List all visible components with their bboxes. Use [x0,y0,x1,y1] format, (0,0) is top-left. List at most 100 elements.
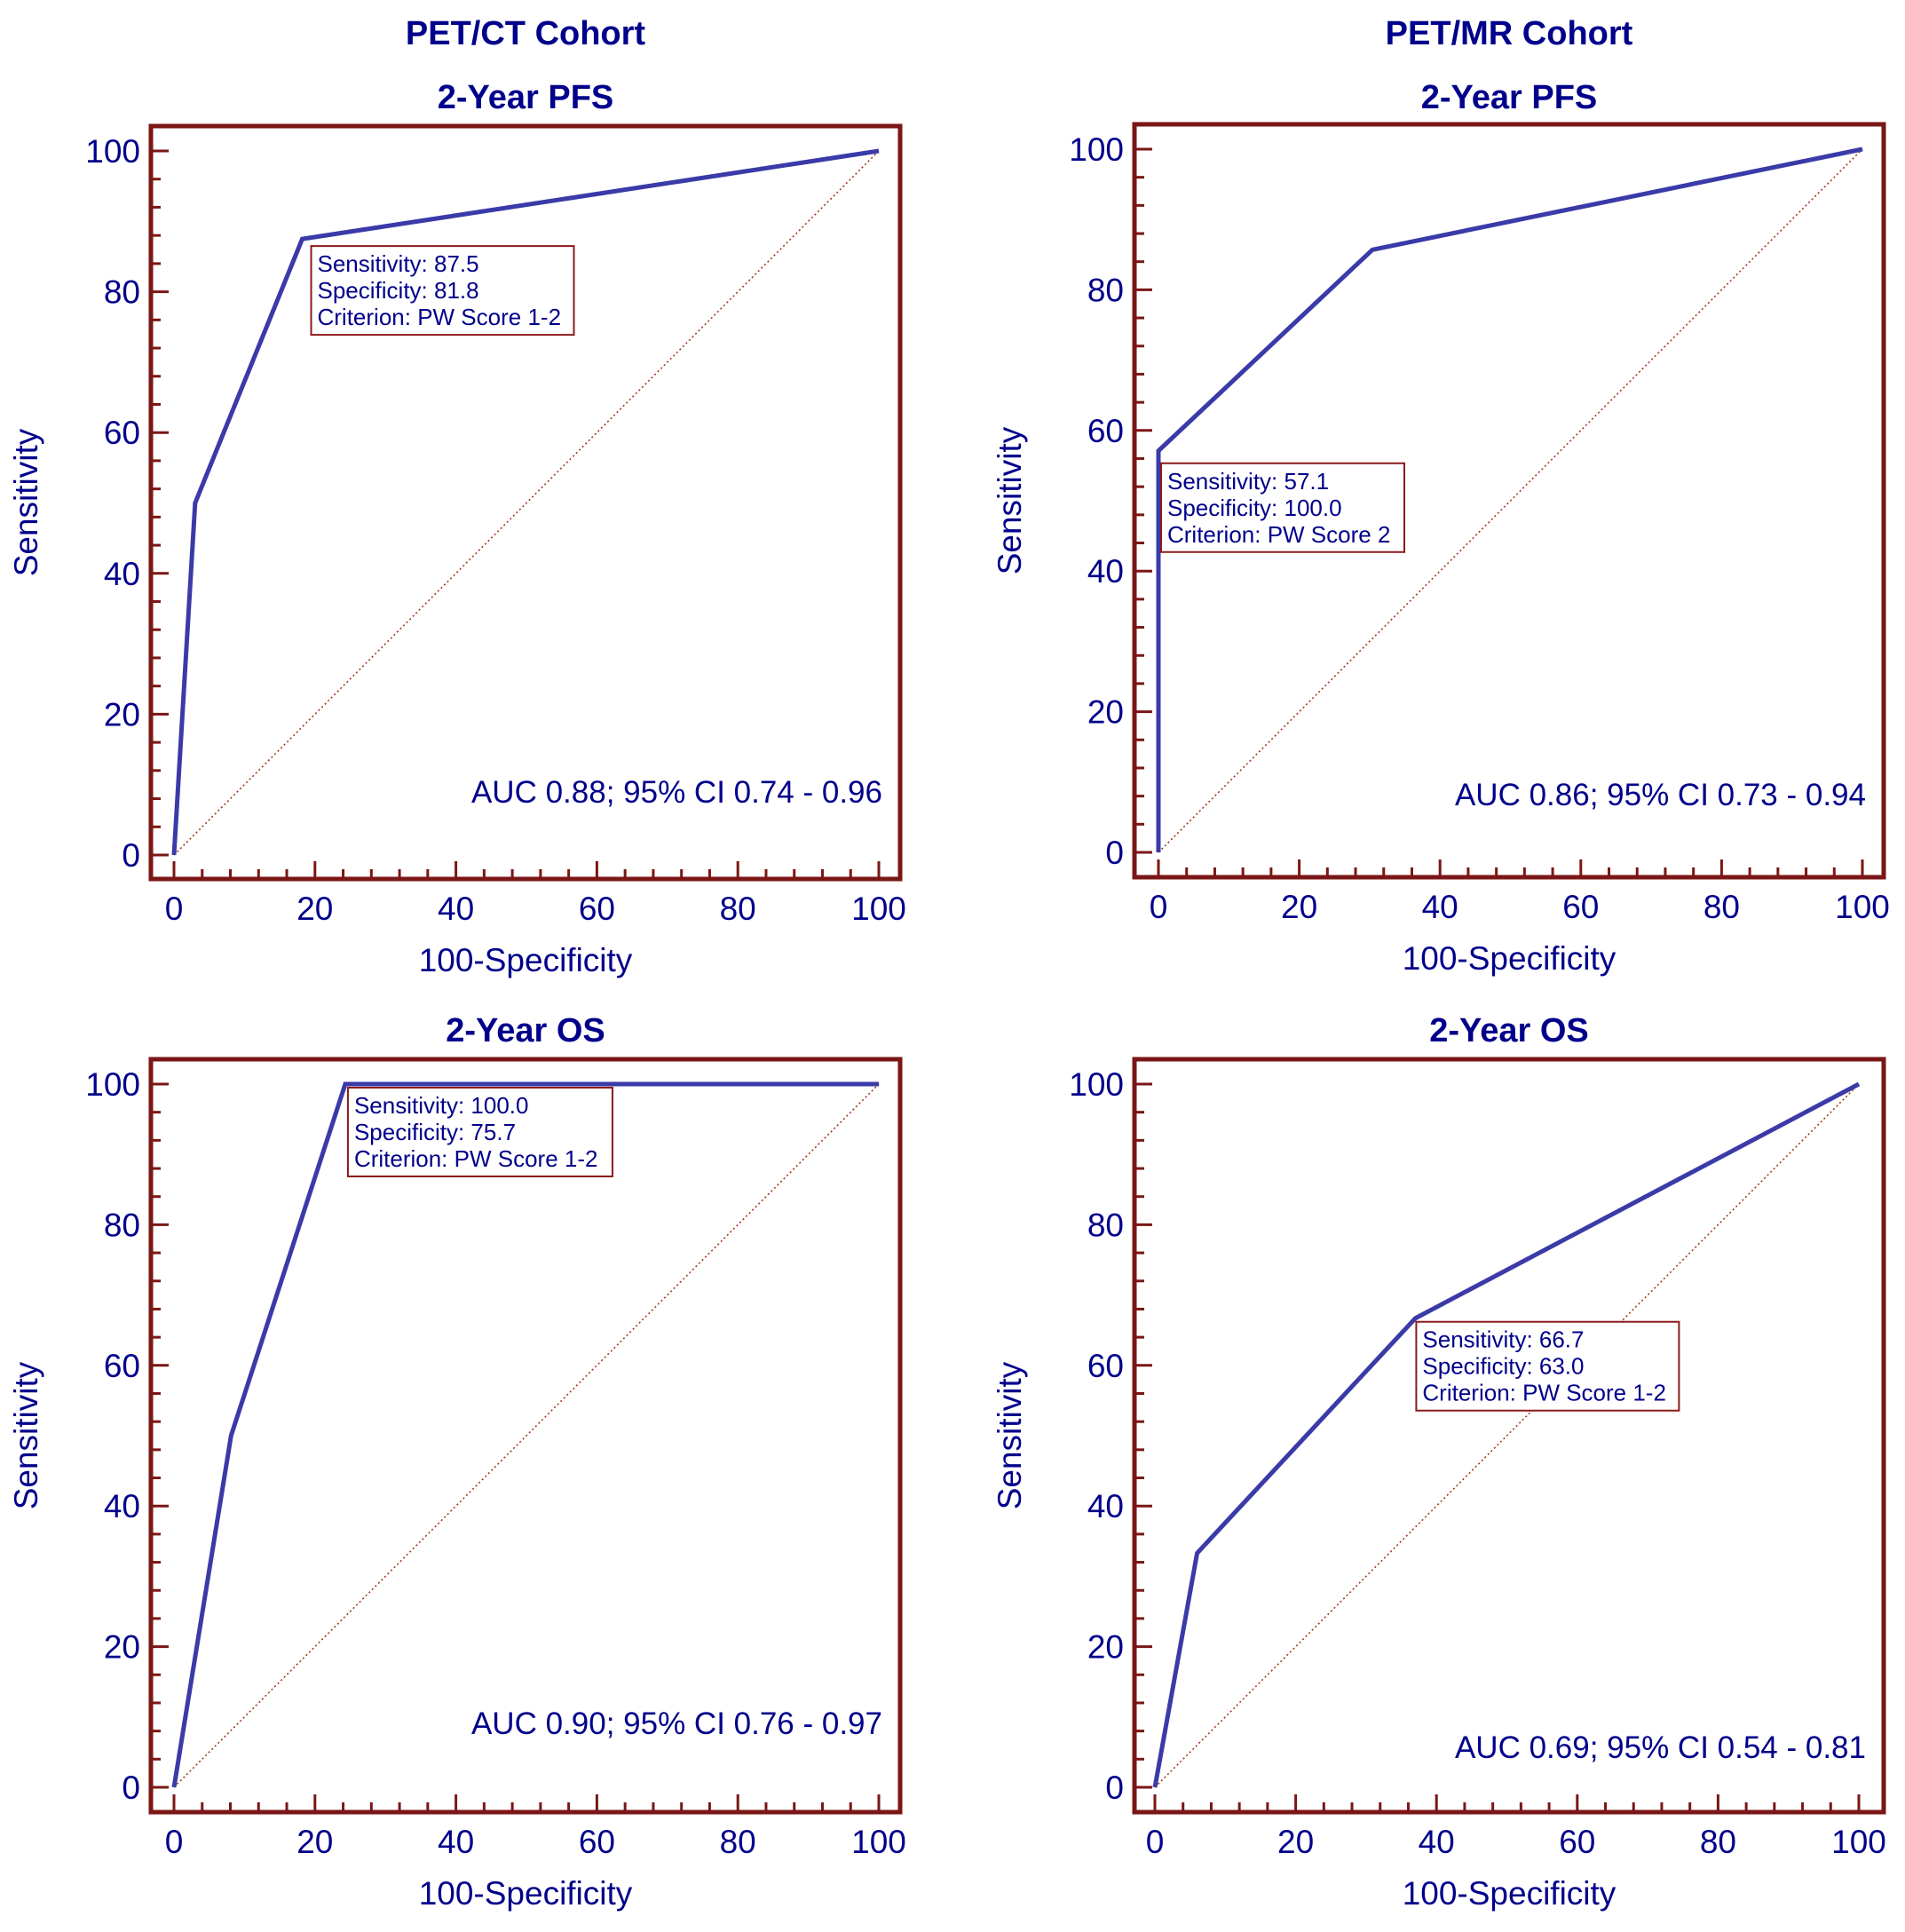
chart-panel-3: 2-Year OS 0 20 40 60 80 100 0 20 40 60 80 100 100-Spe… [8,1012,906,1912]
x-tick-label: 20 [1281,889,1317,925]
plot-frame [1132,122,1886,880]
y-tick-label: 60 [104,415,140,451]
y-tick-label: 100 [1069,1066,1124,1103]
y-tick-label: 20 [104,696,140,732]
annotation-line: Criterion: PW Score 1-2 [1422,1380,1666,1406]
x-tick-label: 60 [579,1824,615,1860]
y-tick-label: 100 [85,1066,140,1103]
x-tick-label: 40 [438,891,474,927]
plot-frame [148,123,903,882]
x-axis-label: 100-Specificity [419,1875,633,1912]
x-tick-label: 0 [1146,1824,1165,1860]
reference-line [1154,1083,1860,1788]
chart-panel-1: 2-Year PFS 0 20 40 60 80 100 0 20 40 60 80 100 100-Sp… [8,79,906,978]
y-tick-label: 0 [122,1770,140,1806]
chart-panel-2: 2-Year PFS 0 20 40 60 80 100 0 20 40 60 80 100 100-Sp… [992,79,1890,977]
annotation-line: Criterion: PW Score 1-2 [318,304,562,330]
annotation-box [1160,462,1405,553]
y-tick-label: 20 [1087,694,1124,731]
x-tick-label: 80 [720,1824,756,1860]
reference-line [1158,148,1863,853]
roc-curve [1156,146,1863,852]
annotation-line: Sensitivity: 57.1 [1167,468,1329,495]
x-tick-label: 20 [296,891,333,927]
x-tick-label: 80 [1703,889,1740,925]
annotation-line: Specificity: 75.7 [354,1119,516,1145]
panel-title: 2-Year PFS [438,79,614,116]
panel-title: 2-Year OS [446,1012,605,1049]
annotation-line: Specificity: 63.0 [1422,1353,1584,1380]
annotation-line: Specificity: 81.8 [318,277,479,304]
x-tick-label: 0 [1150,889,1168,925]
y-tick-label: 80 [1087,1207,1124,1243]
x-tick-label: 80 [720,891,756,927]
x-tick-label: 100 [851,1824,906,1860]
y-axis-label: Sensitivity [992,426,1028,574]
y-tick-label: 80 [104,274,140,311]
panel-title: 2-Year OS [1429,1012,1589,1049]
chart-panel-4: 2-Year OS 0 20 40 60 80 100 0 20 40 60 80 100 100-Spe… [992,1012,1886,1912]
auc-label: AUC 0.69; 95% CI 0.54 - 0.81 [1455,1730,1866,1765]
y-tick-label: 40 [104,556,140,592]
annotation-line: Sensitivity: 66.7 [1422,1326,1584,1353]
x-tick-label: 40 [1419,1824,1455,1860]
column-title-pet-ct: PET/CT Cohort [406,15,646,52]
x-tick-label: 40 [438,1824,474,1860]
column-title-pet-mr: PET/MR Cohort [1386,15,1633,52]
y-tick-label: 60 [1087,1348,1124,1384]
y-axis-label: Sensitivity [8,1361,44,1509]
annotation-line: Sensitivity: 87.5 [318,250,479,277]
y-tick-label: 40 [104,1488,140,1524]
y-tick-label: 60 [104,1348,140,1384]
x-tick-label: 60 [579,891,615,927]
x-axis-label: 100-Specificity [419,942,633,978]
annotation-line: Sensitivity: 100.0 [354,1092,529,1119]
y-tick-label: 100 [85,133,140,170]
y-axis-label: Sensitivity [8,428,44,576]
x-tick-label: 20 [296,1824,333,1860]
x-tick-label: 100 [1831,1824,1886,1860]
y-tick-label: 20 [104,1629,140,1666]
y-tick-label: 40 [1087,1488,1124,1524]
x-axis-label: 100-Specificity [1403,940,1616,977]
x-tick-label: 40 [1422,889,1458,925]
x-tick-label: 0 [165,891,184,927]
y-tick-label: 80 [1087,272,1124,308]
x-tick-label: 60 [1562,889,1599,925]
y-tick-label: 80 [104,1207,140,1243]
roc-curve [171,1081,879,1788]
plot-frame [148,1057,903,1815]
auc-label: AUC 0.88; 95% CI 0.74 - 0.96 [471,775,882,810]
y-tick-label: 0 [122,837,140,874]
x-tick-label: 80 [1700,1824,1736,1860]
x-tick-label: 60 [1559,1824,1595,1860]
auc-label: AUC 0.90; 95% CI 0.76 - 0.97 [471,1706,882,1741]
reference-line [173,1083,880,1788]
x-axis-label: 100-Specificity [1403,1875,1616,1912]
auc-label: AUC 0.86; 95% CI 0.73 - 0.94 [1455,778,1866,812]
y-tick-label: 20 [1087,1629,1124,1666]
annotation-line: Criterion: PW Score 2 [1167,521,1390,548]
x-tick-label: 100 [851,891,906,927]
x-tick-label: 0 [165,1824,184,1860]
y-tick-label: 0 [1105,835,1124,871]
panel-title: 2-Year PFS [1421,79,1598,116]
annotation-line: Specificity: 100.0 [1167,495,1342,521]
y-tick-label: 0 [1105,1770,1124,1806]
y-tick-label: 40 [1087,553,1124,590]
roc-curve [171,148,880,856]
reference-line [173,150,880,856]
roc-curve [1152,1081,1861,1788]
y-tick-label: 60 [1087,413,1124,449]
x-tick-label: 20 [1277,1824,1314,1860]
y-axis-label: Sensitivity [992,1361,1028,1509]
y-tick-label: 100 [1069,131,1124,168]
annotation-box [346,1087,613,1177]
chart-panels: 2-Year PFS 0 20 40 60 80 100 0 20 40 60 80 100 100-Sp… [8,79,1890,1912]
x-tick-label: 100 [1835,889,1890,925]
